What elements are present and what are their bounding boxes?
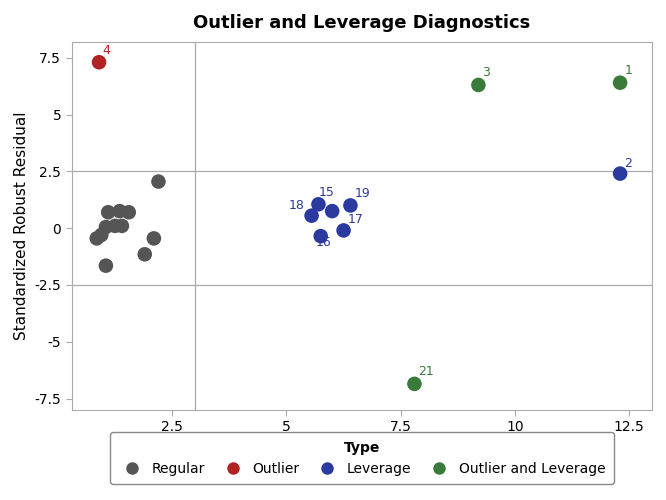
Point xyxy=(327,207,338,215)
Point xyxy=(149,234,159,242)
Text: 1: 1 xyxy=(624,64,632,77)
Text: 3: 3 xyxy=(483,66,490,80)
Point xyxy=(101,262,111,270)
Point xyxy=(91,234,102,242)
Point xyxy=(473,81,484,89)
Text: 16: 16 xyxy=(316,236,332,248)
Y-axis label: Standardized Robust Residual: Standardized Robust Residual xyxy=(14,112,29,340)
Point xyxy=(615,78,625,86)
Point xyxy=(316,232,326,240)
Point xyxy=(139,250,150,258)
Point xyxy=(117,222,127,230)
Point xyxy=(313,200,324,208)
Text: 4: 4 xyxy=(103,44,110,57)
Text: 18: 18 xyxy=(289,200,304,212)
Point xyxy=(115,207,125,215)
Point xyxy=(96,231,107,239)
X-axis label: Robust Distance: Robust Distance xyxy=(300,440,424,455)
Point xyxy=(345,202,356,209)
Point xyxy=(94,58,105,66)
Point xyxy=(306,212,317,220)
Legend: Regular, Outlier, Leverage, Outlier and Leverage: Regular, Outlier, Leverage, Outlier and … xyxy=(110,432,613,484)
Text: 2: 2 xyxy=(624,157,632,170)
Text: 15: 15 xyxy=(318,186,334,198)
Title: Outlier and Leverage Diagnostics: Outlier and Leverage Diagnostics xyxy=(193,14,531,32)
Point xyxy=(338,226,349,234)
Point xyxy=(409,380,420,388)
Point xyxy=(153,178,164,186)
Point xyxy=(110,222,121,230)
Text: 17: 17 xyxy=(348,214,364,226)
Point xyxy=(615,170,625,177)
Point xyxy=(123,208,134,216)
Point xyxy=(103,208,113,216)
Point xyxy=(101,223,111,231)
Text: 19: 19 xyxy=(354,188,370,200)
Text: 21: 21 xyxy=(418,365,434,378)
